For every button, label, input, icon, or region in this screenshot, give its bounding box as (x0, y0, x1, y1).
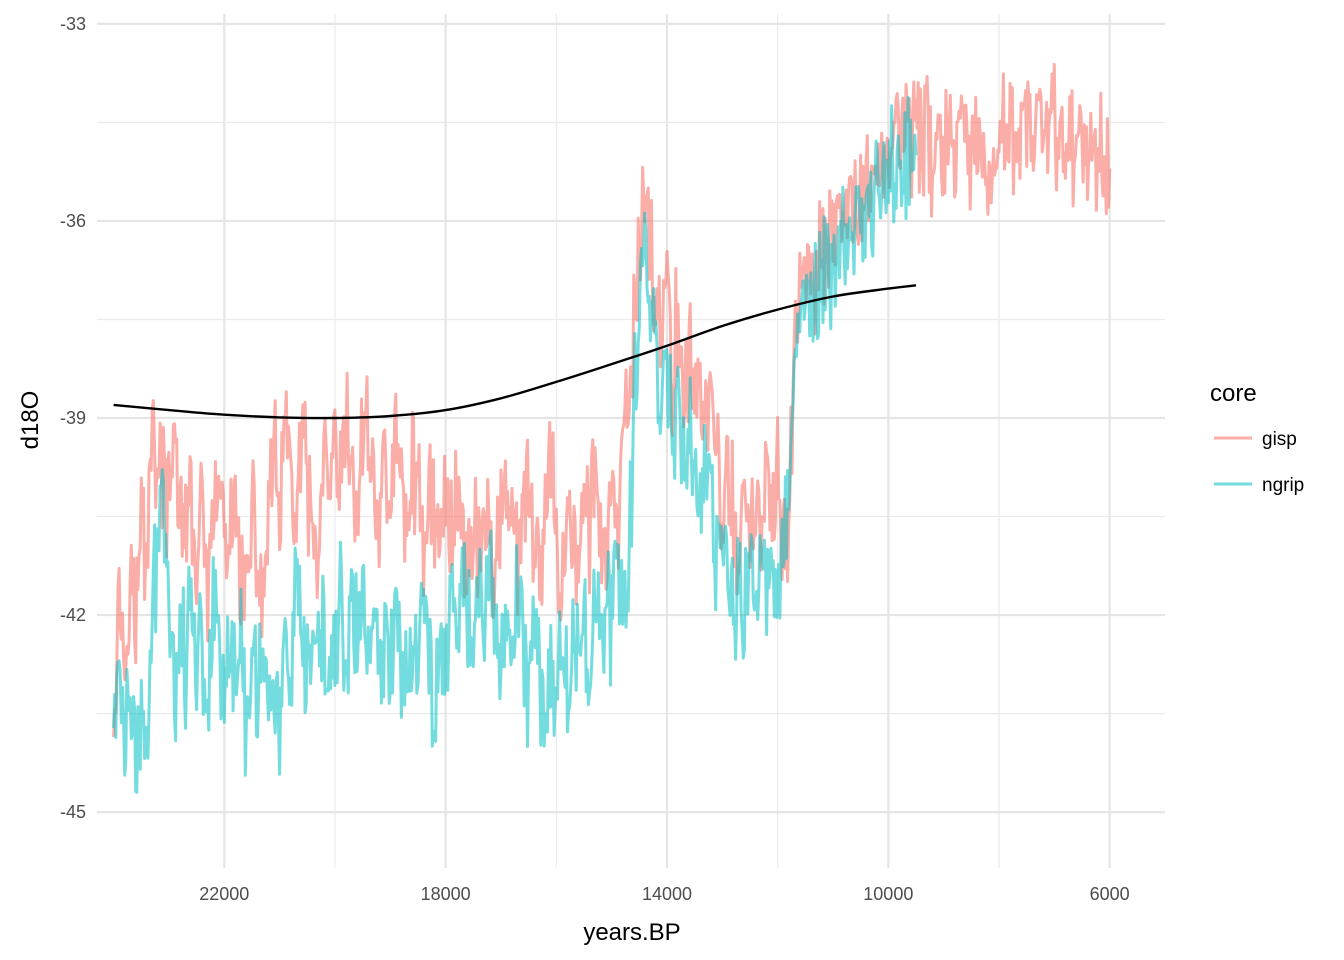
x-tick-label: 18000 (421, 884, 471, 904)
x-tick-label: 22000 (199, 884, 249, 904)
legend-items: gisp ngrip (1214, 429, 1304, 496)
legend-title: core (1210, 380, 1257, 407)
series-line-ngrip (112, 96, 918, 794)
y-tick-label: -33 (60, 14, 86, 34)
y-tick-label: -42 (60, 605, 86, 625)
series-line-gisp (112, 63, 1112, 738)
y-axis-ticks: -33 -36 -39 -42 -45 (60, 14, 86, 822)
x-tick-label: 6000 (1090, 884, 1130, 904)
x-axis-title: years.BP (583, 919, 680, 946)
series-layer (112, 63, 1112, 794)
y-tick-label: -45 (60, 802, 86, 822)
x-tick-label: 14000 (642, 884, 692, 904)
legend: core gisp ngrip (1210, 380, 1304, 496)
x-axis-ticks: 22000 18000 14000 10000 6000 (199, 884, 1129, 904)
y-tick-label: -36 (60, 211, 86, 231)
x-tick-label: 10000 (863, 884, 913, 904)
y-tick-label: -39 (60, 408, 86, 428)
smooth-trend-line (113, 284, 917, 420)
legend-label-ngrip: ngrip (1262, 475, 1304, 496)
legend-label-gisp: gisp (1262, 429, 1297, 450)
y-axis-title: d18O (17, 391, 44, 450)
